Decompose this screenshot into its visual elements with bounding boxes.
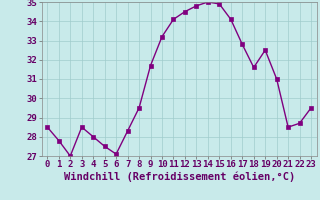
X-axis label: Windchill (Refroidissement éolien,°C): Windchill (Refroidissement éolien,°C) — [64, 172, 295, 182]
